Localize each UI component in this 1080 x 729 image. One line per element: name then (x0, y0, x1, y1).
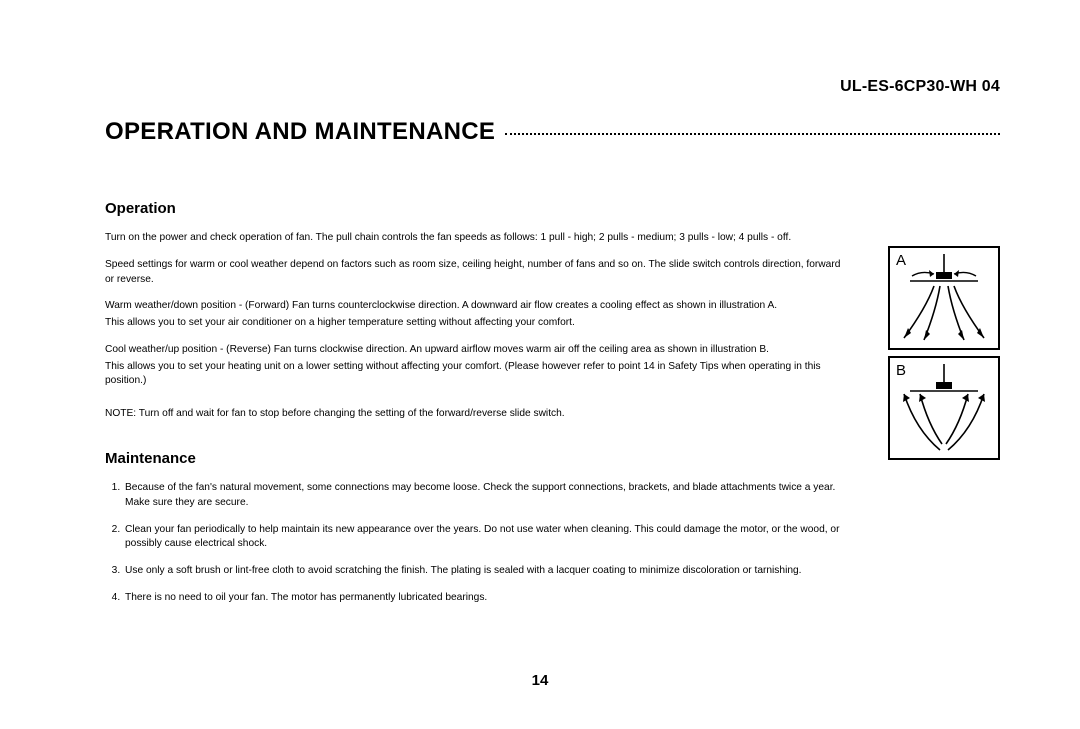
fan-up-icon (890, 358, 998, 458)
maintenance-heading: Maintenance (105, 450, 850, 467)
maintenance-item: Use only a soft brush or lint-free cloth… (123, 564, 850, 579)
operation-section: Operation Turn on the power and check op… (105, 200, 850, 422)
page-number: 14 (0, 672, 1080, 689)
operation-p5: Cool weather/up position - (Reverse) Fan… (105, 343, 850, 358)
diagram-a-label: A (896, 252, 906, 269)
operation-p6: This allows you to set your heating unit… (105, 360, 850, 390)
diagram-a: A (888, 246, 1000, 350)
page-title: OPERATION AND MAINTENANCE (105, 118, 495, 146)
title-dotted-rule (505, 133, 1000, 135)
maintenance-section: Maintenance Because of the fan's natural… (105, 450, 850, 606)
maintenance-list: Because of the fan's natural movement, s… (105, 481, 850, 606)
model-number: UL-ES-6CP30-WH 04 (840, 78, 1000, 96)
title-row: OPERATION AND MAINTENANCE (105, 118, 1000, 146)
page: UL-ES-6CP30-WH 04 OPERATION AND MAINTENA… (0, 0, 1080, 729)
operation-note: NOTE: Turn off and wait for fan to stop … (105, 407, 850, 422)
content-area: Operation Turn on the power and check op… (105, 200, 850, 618)
illustration-box: A (888, 246, 1000, 466)
operation-heading: Operation (105, 200, 850, 217)
fan-down-icon (890, 248, 998, 348)
maintenance-item: Because of the fan's natural movement, s… (123, 481, 850, 511)
operation-p1: Turn on the power and check operation of… (105, 231, 850, 246)
operation-p2: Speed settings for warm or cool weather … (105, 258, 850, 288)
maintenance-item: Clean your fan periodically to help main… (123, 523, 850, 553)
operation-p4: This allows you to set your air conditio… (105, 316, 850, 331)
diagram-b: B (888, 356, 1000, 460)
operation-p3: Warm weather/down position - (Forward) F… (105, 299, 850, 314)
maintenance-item: There is no need to oil your fan. The mo… (123, 591, 850, 606)
diagram-b-label: B (896, 362, 906, 379)
